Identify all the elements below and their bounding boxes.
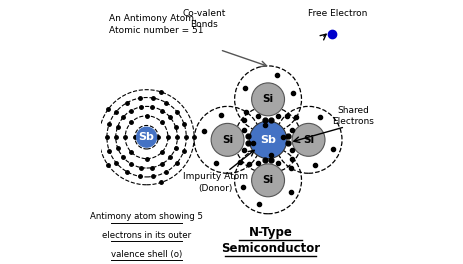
Text: Si: Si	[303, 135, 314, 145]
Text: electrons in its outer: electrons in its outer	[102, 231, 191, 240]
Text: An Antimony Atom,
Atomic number = 51: An Antimony Atom, Atomic number = 51	[109, 15, 203, 35]
Text: N-Type: N-Type	[249, 226, 293, 239]
Text: Sb: Sb	[260, 135, 276, 145]
Text: Free Electron: Free Electron	[307, 9, 367, 18]
Text: Si: Si	[222, 135, 233, 145]
Text: Sb: Sb	[138, 132, 155, 142]
Text: Co-valent
Bonds: Co-valent Bonds	[182, 9, 226, 29]
Circle shape	[251, 164, 285, 197]
Text: Impurity Atom
(Donor): Impurity Atom (Donor)	[183, 172, 248, 193]
Circle shape	[137, 127, 156, 147]
Text: Shared
Electrons: Shared Electrons	[332, 106, 374, 126]
Text: Si: Si	[263, 94, 274, 104]
Text: Semiconductor: Semiconductor	[221, 242, 320, 255]
Text: Antimony atom showing 5: Antimony atom showing 5	[90, 213, 203, 221]
Circle shape	[251, 83, 285, 116]
Circle shape	[292, 123, 325, 156]
Circle shape	[249, 121, 287, 159]
Text: valence shell (o): valence shell (o)	[111, 250, 182, 259]
Circle shape	[211, 123, 244, 156]
Text: Si: Si	[263, 175, 274, 185]
